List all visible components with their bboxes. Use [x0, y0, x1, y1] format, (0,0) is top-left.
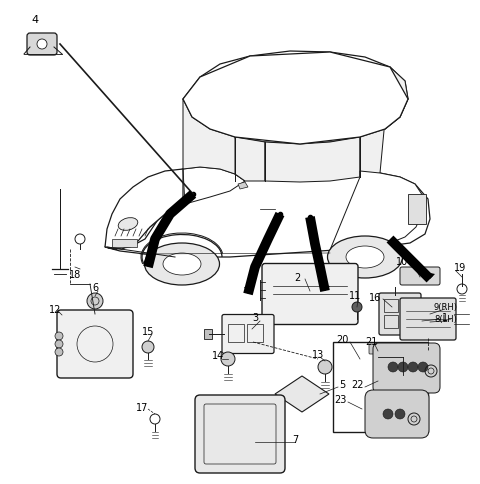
- Polygon shape: [235, 138, 265, 182]
- Polygon shape: [105, 170, 183, 249]
- FancyBboxPatch shape: [400, 268, 440, 286]
- Polygon shape: [105, 172, 430, 257]
- Polygon shape: [244, 287, 254, 294]
- Polygon shape: [426, 272, 435, 279]
- Ellipse shape: [163, 254, 201, 275]
- Text: 19: 19: [454, 262, 466, 272]
- Text: 23: 23: [334, 394, 346, 404]
- FancyBboxPatch shape: [394, 370, 410, 380]
- Bar: [204, 329, 212, 339]
- FancyBboxPatch shape: [409, 360, 425, 370]
- Ellipse shape: [118, 218, 138, 231]
- Circle shape: [383, 409, 393, 419]
- Circle shape: [142, 341, 154, 353]
- Circle shape: [418, 362, 428, 372]
- Circle shape: [37, 40, 47, 50]
- Bar: [401, 316, 415, 328]
- Polygon shape: [238, 182, 248, 190]
- Bar: [401, 300, 415, 312]
- Circle shape: [221, 352, 235, 366]
- Text: 6: 6: [92, 283, 98, 292]
- Polygon shape: [330, 172, 425, 251]
- Bar: [228, 324, 244, 342]
- Text: 21: 21: [365, 336, 377, 346]
- Text: 13: 13: [312, 349, 324, 359]
- FancyBboxPatch shape: [27, 34, 57, 56]
- Text: 9(RH): 9(RH): [434, 303, 458, 312]
- Polygon shape: [360, 68, 408, 178]
- Bar: [408, 195, 426, 225]
- FancyBboxPatch shape: [262, 264, 358, 325]
- Bar: [384, 316, 398, 328]
- Polygon shape: [105, 167, 245, 249]
- Polygon shape: [320, 286, 330, 291]
- Bar: [247, 324, 263, 342]
- Text: 17: 17: [136, 402, 148, 412]
- Polygon shape: [275, 376, 329, 412]
- FancyBboxPatch shape: [369, 344, 385, 354]
- Ellipse shape: [327, 237, 403, 278]
- Text: 3: 3: [252, 312, 258, 322]
- Circle shape: [55, 340, 63, 348]
- FancyBboxPatch shape: [195, 395, 285, 473]
- Polygon shape: [183, 100, 245, 182]
- FancyBboxPatch shape: [365, 390, 429, 438]
- Polygon shape: [183, 52, 408, 145]
- FancyBboxPatch shape: [57, 310, 133, 378]
- Ellipse shape: [144, 243, 219, 286]
- Text: 22: 22: [352, 379, 364, 389]
- Bar: [112, 240, 137, 247]
- Text: 16: 16: [369, 292, 381, 302]
- Text: 7: 7: [292, 434, 298, 444]
- FancyBboxPatch shape: [373, 343, 440, 393]
- Bar: [384, 300, 398, 312]
- Text: 4: 4: [31, 15, 38, 25]
- Text: 2: 2: [294, 272, 300, 283]
- FancyBboxPatch shape: [400, 298, 456, 340]
- Polygon shape: [144, 261, 154, 268]
- FancyBboxPatch shape: [379, 293, 421, 335]
- FancyBboxPatch shape: [222, 315, 274, 354]
- Circle shape: [318, 360, 332, 374]
- Circle shape: [395, 409, 405, 419]
- Text: 14: 14: [212, 350, 224, 360]
- Circle shape: [352, 302, 362, 312]
- Text: 5: 5: [339, 379, 345, 389]
- Text: 8(LH): 8(LH): [434, 315, 457, 324]
- Text: 20: 20: [336, 334, 348, 344]
- Bar: [333, 342, 428, 432]
- Circle shape: [408, 362, 418, 372]
- Circle shape: [398, 362, 408, 372]
- Polygon shape: [265, 138, 360, 182]
- Circle shape: [388, 362, 398, 372]
- Text: 10: 10: [396, 257, 408, 267]
- Ellipse shape: [346, 246, 384, 269]
- Text: 15: 15: [142, 326, 154, 336]
- Polygon shape: [183, 53, 408, 145]
- Text: 11: 11: [349, 290, 361, 301]
- Circle shape: [55, 333, 63, 340]
- Text: 1: 1: [442, 312, 448, 322]
- Circle shape: [55, 348, 63, 356]
- Text: 12: 12: [49, 304, 61, 314]
- Text: 18: 18: [69, 270, 81, 279]
- Circle shape: [87, 293, 103, 309]
